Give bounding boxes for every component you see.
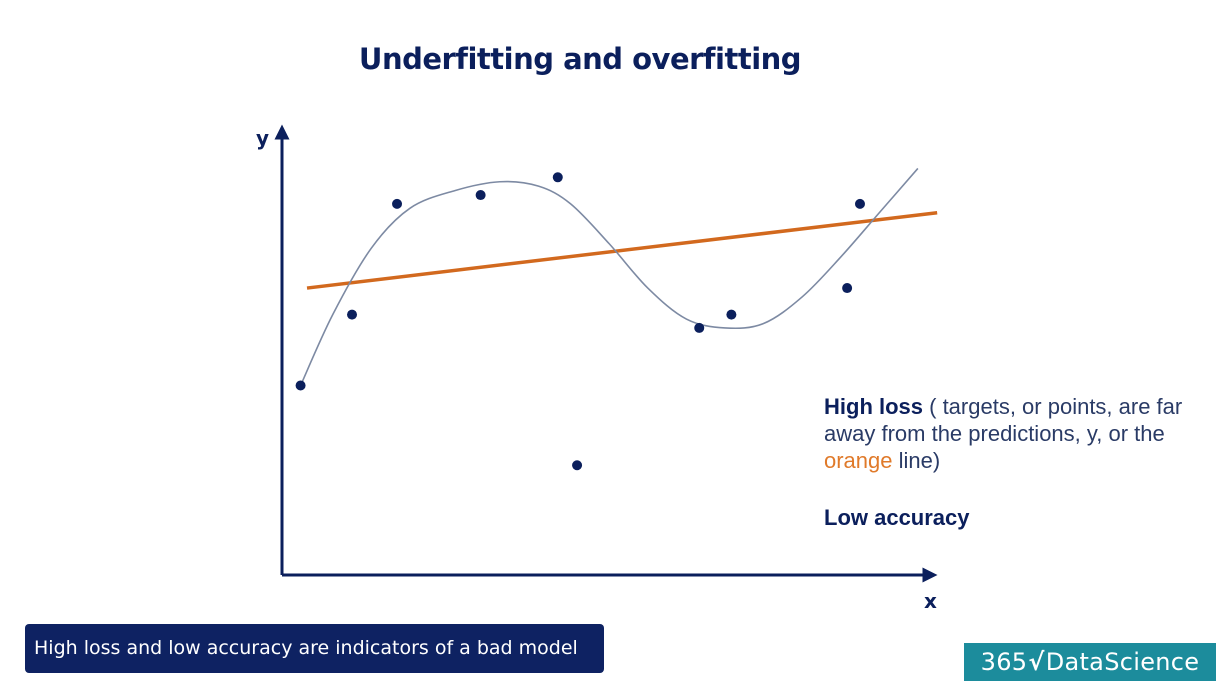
data-point-5 bbox=[552, 172, 563, 183]
data-point-1 bbox=[295, 380, 306, 391]
page-title: Underfitting and overfitting bbox=[358, 42, 802, 76]
y-axis-label: y bbox=[256, 126, 269, 150]
low-accuracy-label: Low accuracy bbox=[824, 505, 970, 530]
high-loss-label: High loss bbox=[824, 394, 924, 419]
series-line-overfit-curve bbox=[299, 167, 919, 386]
brand-prefix: 365 bbox=[980, 648, 1028, 676]
brand-suffix: DataScience bbox=[1045, 648, 1200, 676]
data-point-8 bbox=[726, 309, 737, 320]
loss-note: High loss ( targets, or points, are far … bbox=[824, 393, 1184, 474]
data-point-3 bbox=[392, 198, 403, 209]
data-point-10 bbox=[854, 198, 865, 209]
data-point-6 bbox=[572, 460, 583, 471]
series-line-linear-fit bbox=[306, 211, 938, 290]
loss-note-text: ( targets, or points, are far away from … bbox=[824, 394, 1183, 446]
x-axis-label: x bbox=[924, 589, 937, 613]
orange-word: orange bbox=[824, 448, 893, 473]
data-point-7 bbox=[694, 322, 705, 333]
data-point-2 bbox=[347, 309, 358, 320]
brand-logo: 365√DataScience bbox=[964, 643, 1216, 681]
caption-banner: High loss and low accuracy are indicator… bbox=[25, 624, 604, 673]
data-point-9 bbox=[842, 283, 853, 294]
data-point-4 bbox=[475, 190, 486, 201]
checkmark-icon: √ bbox=[1028, 648, 1045, 676]
loss-note-text-end: line) bbox=[892, 448, 941, 473]
